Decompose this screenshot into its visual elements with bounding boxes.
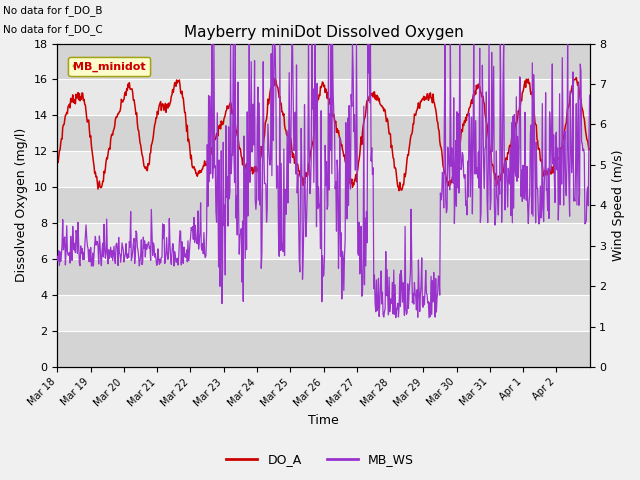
Y-axis label: Wind Speed (m/s): Wind Speed (m/s) — [612, 150, 625, 261]
Legend: DO_A, MB_WS: DO_A, MB_WS — [221, 448, 419, 471]
Text: No data for f_DO_C: No data for f_DO_C — [3, 24, 103, 35]
X-axis label: Time: Time — [308, 414, 339, 427]
Bar — [58, 116, 589, 151]
Bar — [58, 187, 589, 223]
Legend: MB_minidot: MB_minidot — [68, 57, 150, 76]
Bar — [58, 44, 589, 80]
Bar — [58, 331, 589, 367]
Title: Mayberry miniDot Dissolved Oxygen: Mayberry miniDot Dissolved Oxygen — [184, 24, 463, 39]
Text: No data for f_DO_B: No data for f_DO_B — [3, 5, 102, 16]
Bar — [58, 259, 589, 295]
Y-axis label: Dissolved Oxygen (mg/l): Dissolved Oxygen (mg/l) — [15, 128, 28, 282]
